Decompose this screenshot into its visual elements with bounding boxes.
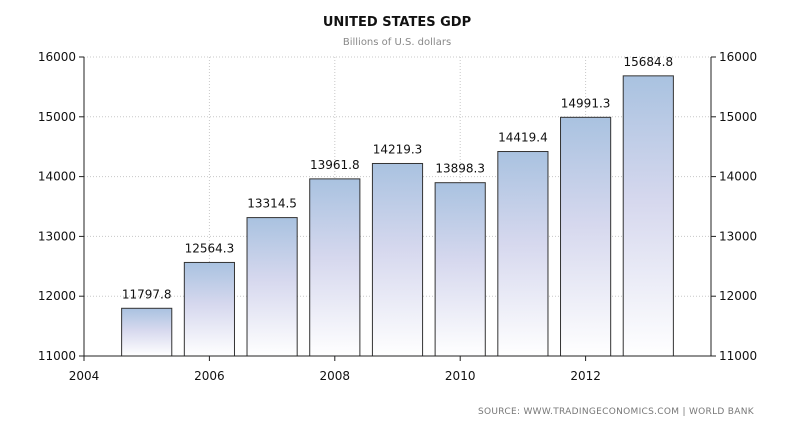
y-tick-label-left: 13000 bbox=[38, 229, 76, 243]
bar-value-label: 14991.3 bbox=[561, 96, 611, 110]
bar bbox=[622, 75, 674, 357]
x-tick-label: 2008 bbox=[320, 369, 351, 383]
y-tick-label-left: 11000 bbox=[38, 349, 76, 363]
x-tick-label: 2006 bbox=[194, 369, 225, 383]
bar bbox=[309, 178, 361, 357]
y-tick-label-right: 14000 bbox=[719, 170, 757, 184]
bar-value-label: 15684.8 bbox=[623, 55, 673, 69]
bar-value-label: 13961.8 bbox=[310, 158, 360, 172]
bar bbox=[183, 261, 235, 357]
bar-value-label: 14219.3 bbox=[373, 142, 423, 156]
bar bbox=[121, 307, 173, 357]
y-tick-label-right: 12000 bbox=[719, 289, 757, 303]
bar bbox=[371, 162, 424, 357]
y-tick-label-right: 11000 bbox=[719, 349, 757, 363]
x-tick-label: 2010 bbox=[445, 369, 476, 383]
axes: 11000 11000 12000 12000 13000 13000 14000 14000… bbox=[38, 50, 757, 383]
y-tick-label-left: 15000 bbox=[38, 110, 76, 124]
x-tick-label: 2004 bbox=[69, 369, 100, 383]
y-tick-label-left: 16000 bbox=[38, 50, 76, 64]
y-tick-label-right: 16000 bbox=[719, 50, 757, 64]
bar bbox=[246, 217, 298, 357]
bar bbox=[560, 116, 612, 357]
source-note: SOURCE: WWW.TRADINGECONOMICS.COM | WORLD… bbox=[478, 407, 755, 417]
chart-title: UNITED STATES GDP bbox=[323, 15, 471, 30]
bar-series: 11797.8 12564.3 13314.5 13961.8 14219.3 13898… bbox=[121, 55, 674, 357]
y-tick-label-left: 12000 bbox=[38, 289, 76, 303]
chart-subtitle: Billions of U.S. dollars bbox=[343, 37, 451, 48]
bar bbox=[434, 182, 486, 357]
bar-value-label: 12564.3 bbox=[185, 241, 235, 255]
bar bbox=[497, 151, 549, 357]
bar-value-label: 11797.8 bbox=[122, 287, 172, 301]
y-tick-label-right: 15000 bbox=[719, 110, 757, 124]
x-tick-label: 2012 bbox=[570, 369, 601, 383]
y-tick-label-right: 13000 bbox=[719, 229, 757, 243]
y-tick-label-left: 14000 bbox=[38, 170, 76, 184]
bar-value-label: 13898.3 bbox=[435, 162, 485, 176]
bar-value-label: 14419.4 bbox=[498, 131, 548, 145]
bar-value-label: 13314.5 bbox=[247, 197, 297, 211]
